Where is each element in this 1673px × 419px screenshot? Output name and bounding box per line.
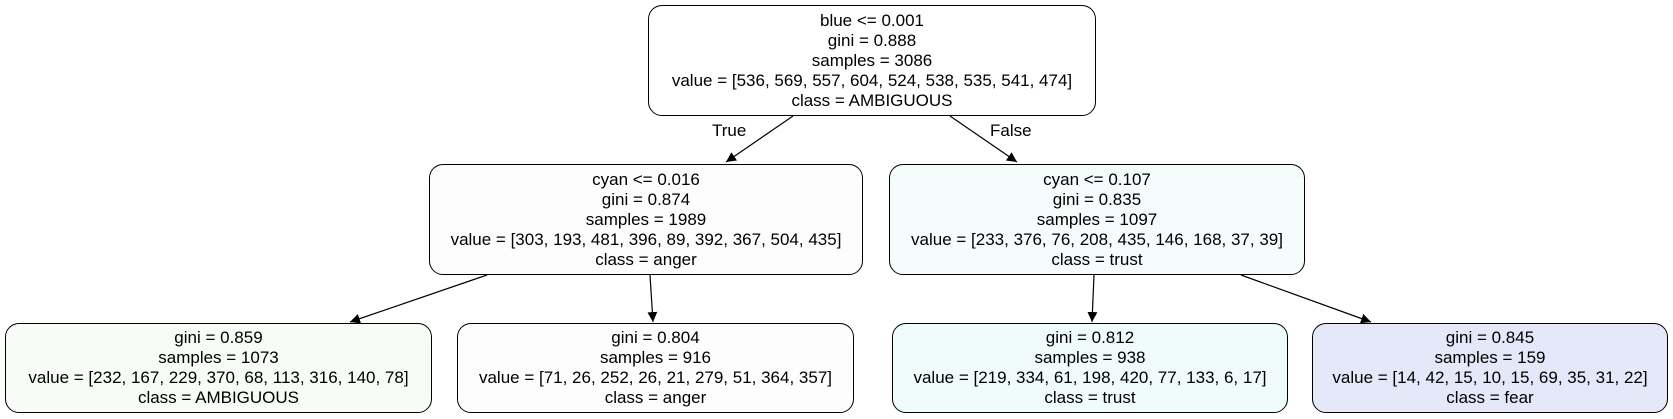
tree-node-right: cyan <= 0.107 gini = 0.835 samples = 109… [889,164,1305,275]
node-split: cyan <= 0.016 [592,169,700,189]
node-value: value = [71, 26, 252, 26, 21, 279, 51, 3… [478,368,833,387]
tree-leaf-4: gini = 0.845 samples = 159 value = [14, … [1312,323,1668,413]
node-split: cyan <= 0.107 [1043,169,1151,189]
node-class: class = AMBIGUOUS [137,388,300,407]
node-class: class = anger [604,388,707,407]
node-gini: gini = 0.874 [601,189,691,209]
node-gini: gini = 0.859 [174,328,263,347]
node-value: value = [303, 193, 481, 396, 89, 392, 36… [450,229,842,249]
node-gini: gini = 0.804 [611,328,700,347]
edge-root-right [949,115,1018,163]
node-class: class = anger [595,249,697,269]
node-value: value = [14, 42, 15, 10, 15, 69, 35, 31,… [1332,368,1648,387]
node-samples: samples = 1073 [158,348,279,367]
node-samples: samples = 1989 [585,209,707,229]
tree-leaf-3: gini = 0.812 samples = 938 value = [219,… [892,323,1288,413]
node-gini: gini = 0.812 [1045,328,1135,347]
node-samples: samples = 916 [599,348,712,367]
edge-right-leaf3 [1087,274,1098,323]
node-value: value = [219, 334, 61, 198, 420, 77, 133… [913,368,1267,387]
edge-right-leaf4 [1240,274,1372,324]
node-gini: gini = 0.845 [1445,328,1535,347]
node-value: value = [233, 376, 76, 208, 435, 146, 16… [911,229,1283,249]
node-class: class = fear [1446,388,1534,407]
node-value: value = [232, 167, 229, 370, 68, 113, 31… [28,368,409,387]
edge-left-leaf1 [349,274,488,324]
tree-leaf-2: gini = 0.804 samples = 916 value = [71, … [457,323,854,413]
tree-node-root: blue <= 0.001 gini = 0.888 samples = 308… [648,5,1096,116]
node-samples: samples = 938 [1034,348,1146,367]
tree-node-left: cyan <= 0.016 gini = 0.874 samples = 198… [429,164,863,275]
node-class: class = trust [1051,249,1143,269]
edge-root-left [725,115,794,163]
node-gini: gini = 0.888 [827,30,917,50]
node-samples: samples = 159 [1434,348,1546,367]
node-value: value = [536, 569, 557, 604, 524, 538, 5… [671,70,1073,90]
edge-label-true: True [712,121,747,140]
node-samples: samples = 3086 [811,50,933,70]
edge-left-leaf2 [647,274,658,323]
node-class: class = AMBIGUOUS [791,90,953,110]
node-gini: gini = 0.835 [1052,189,1142,209]
edge-label-false: False [990,121,1032,140]
node-class: class = trust [1044,388,1136,407]
node-split: blue <= 0.001 [820,10,924,30]
tree-leaf-1: gini = 0.859 samples = 1073 value = [232… [5,323,432,413]
node-samples: samples = 1097 [1036,209,1158,229]
